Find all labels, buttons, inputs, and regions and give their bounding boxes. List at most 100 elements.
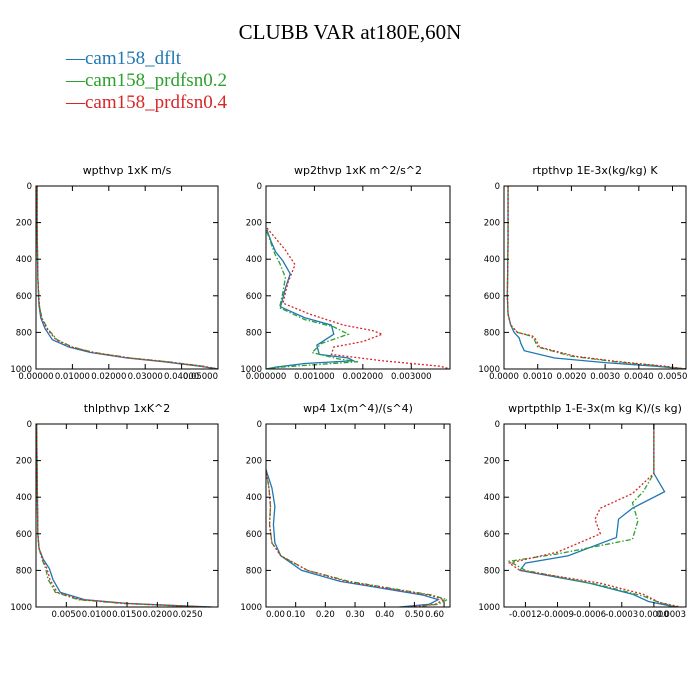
x-tick-label: 0.0040: [624, 372, 654, 382]
y-tick-label: 200: [484, 457, 500, 467]
panel-6: 0 200 400 600 800 1000 -0.0012 -0.0009 -0.0006 -0…: [478, 402, 687, 620]
x-tick-label: 0.0200: [142, 610, 172, 620]
x-tick-label: 0.0010: [523, 372, 553, 382]
panel-title: wp2thvp 1xK m^2/s^2: [294, 164, 422, 177]
legend-item-prdfsn04: —cam158_prdfsn0.4: [66, 92, 227, 114]
y-tick-label: 800: [16, 328, 32, 338]
x-tick-label: 0.03000: [128, 372, 163, 382]
y-tick-label: 0: [27, 182, 32, 192]
y-tick-label: 200: [484, 219, 500, 229]
plot-frame: [265, 423, 451, 608]
series-line-2: [35, 423, 206, 608]
x-tick-label: 0.0150: [112, 610, 142, 620]
x-tick-label: -0.0009: [541, 610, 574, 620]
series-line-1: [35, 423, 212, 608]
x-tick-label: 0.0050: [51, 610, 81, 620]
y-tick-label: 600: [484, 530, 500, 540]
y-tick-label: 0: [257, 420, 262, 430]
y-tick-label: 600: [484, 292, 500, 302]
series-line-3: [506, 186, 687, 370]
panel-title: wprtpthlp 1-E-3x(m kg K)/(s kg): [508, 402, 682, 415]
series-line-3: [35, 423, 209, 608]
y-tick-label: 1000: [478, 603, 500, 613]
y-tick-label: 800: [484, 566, 500, 576]
x-tick-label: 0.0000: [489, 372, 519, 382]
plot-frame: [503, 423, 687, 608]
x-tick-label: 0.00000: [18, 372, 53, 382]
panel-title: rtpthvp 1E-3x(kg/kg) K: [532, 164, 658, 177]
series-line-3: [507, 424, 681, 608]
x-tick-label: 0.50: [405, 610, 424, 620]
panel-title: thlpthvp 1xK^2: [84, 402, 171, 415]
x-tick-label: 0.05000: [183, 372, 218, 382]
y-tick-label: 0: [495, 182, 500, 192]
y-tick-label: 400: [16, 493, 32, 503]
y-tick-label: 400: [246, 255, 262, 265]
x-tick-label: 0.0003: [656, 610, 686, 620]
y-tick-label: 400: [16, 255, 32, 265]
y-tick-label: 1000: [240, 365, 262, 375]
y-tick-label: 0: [495, 420, 500, 430]
series-line-1: [506, 186, 687, 370]
series-line-2: [507, 424, 678, 608]
legend-prdfsn04-label: —cam158_prdfsn0.4: [66, 92, 227, 113]
y-tick-label: 800: [16, 566, 32, 576]
y-tick-label: 200: [16, 219, 32, 229]
series-line-1: [36, 186, 219, 370]
x-tick-label: 0.00: [266, 610, 285, 620]
x-tick-label: 0.003000: [391, 372, 432, 382]
x-tick-label: 0.04000: [164, 372, 199, 382]
x-tick-label: 0.0000: [639, 610, 669, 620]
plot-frame: [503, 185, 687, 370]
x-tick-label: 0.02000: [91, 372, 126, 382]
series-line-2: [265, 469, 449, 608]
plot-frame: [35, 423, 219, 608]
y-tick-label: 1000: [240, 603, 262, 613]
x-tick-label: 0.10: [286, 610, 305, 620]
y-tick-label: 1000: [478, 365, 500, 375]
y-tick-label: 600: [16, 292, 32, 302]
x-tick-label: 0.0100: [82, 610, 112, 620]
plot-frame: [265, 185, 451, 370]
y-tick-label: 600: [16, 530, 32, 540]
x-tick-label: -0.0003: [605, 610, 638, 620]
x-tick-label: 0.001000: [294, 372, 335, 382]
x-tick-label: 0.0020: [557, 372, 587, 382]
y-tick-label: 200: [246, 219, 262, 229]
series-line-2: [506, 186, 687, 370]
series-line-1: [518, 424, 676, 608]
x-tick-label: 0.0030: [590, 372, 620, 382]
series-line-1: [265, 229, 356, 370]
x-tick-label: 0.01000: [55, 372, 90, 382]
panel-title: wpthvp 1xK m/s: [83, 164, 172, 177]
x-tick-label: 0.000000: [246, 372, 287, 382]
y-tick-label: 1000: [10, 603, 32, 613]
x-tick-label: 0.30: [346, 610, 365, 620]
y-tick-label: 200: [246, 457, 262, 467]
legend-dflt-label: —cam158_dflt: [66, 48, 182, 69]
series-line-2: [265, 231, 359, 370]
x-tick-label: -0.0006: [573, 610, 606, 620]
y-tick-label: 400: [484, 493, 500, 503]
x-tick-label: 0.0250: [173, 610, 203, 620]
legend-item-dflt: —cam158_dflt: [66, 48, 181, 70]
series-line-1: [265, 469, 440, 608]
y-tick-label: 800: [246, 566, 262, 576]
y-tick-label: 800: [484, 328, 500, 338]
y-tick-label: 400: [484, 255, 500, 265]
x-tick-label: -0.0012: [509, 610, 542, 620]
x-tick-label: 0.002000: [343, 372, 384, 382]
y-tick-label: 600: [246, 530, 262, 540]
y-tick-label: 600: [246, 292, 262, 302]
legend-item-prdfsn02: —cam158_prdfsn0.2: [66, 70, 227, 92]
y-tick-label: 0: [257, 182, 262, 192]
chart-title: CLUBB VAR at180E,60N: [238, 20, 462, 44]
y-tick-label: 0: [27, 420, 32, 430]
series-line-3: [265, 469, 446, 608]
x-tick-label: 0.40: [375, 610, 394, 620]
series-line-3: [266, 227, 451, 370]
